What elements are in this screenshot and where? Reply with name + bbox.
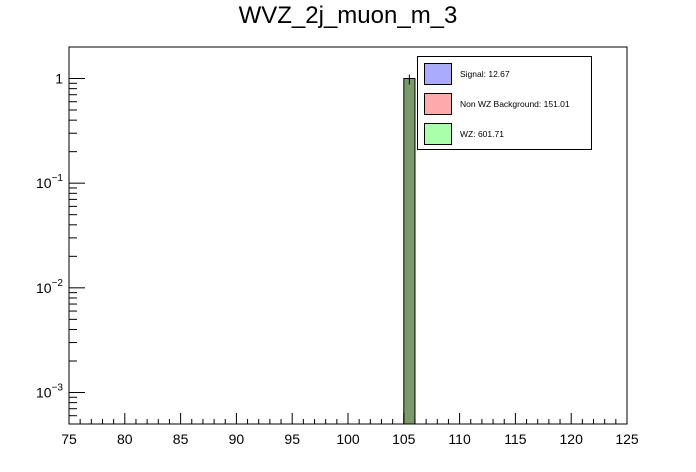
- y-tick-label: 10−2: [36, 278, 63, 296]
- x-tick-label: 120: [560, 431, 584, 447]
- legend-label-signal: Signal: 12.67: [460, 69, 510, 79]
- x-tick-label: 105: [392, 431, 416, 447]
- legend-item-non-wz-background: Non WZ Background: 151.01: [424, 93, 570, 115]
- legend-swatch-non-wz-background: [424, 93, 452, 115]
- x-tick-label: 75: [61, 431, 77, 447]
- chart-title: WVZ_2j_muon_m_3: [238, 2, 458, 29]
- x-tick-label: 125: [615, 431, 639, 447]
- legend-label-wz: WZ: 601.71: [460, 129, 504, 139]
- legend-item-signal: Signal: 12.67: [424, 63, 510, 85]
- legend: Signal: 12.67 Non WZ Background: 151.01 …: [417, 56, 592, 150]
- y-tick-label: 10−1: [36, 173, 63, 191]
- x-tick-label: 100: [336, 431, 360, 447]
- bar-105: [403, 78, 416, 425]
- x-tick-label: 115: [504, 431, 527, 447]
- y-tick-label: 1: [55, 71, 63, 87]
- legend-swatch-wz: [424, 123, 452, 145]
- legend-swatch-signal: [424, 63, 452, 85]
- x-tick-label: 85: [173, 431, 189, 447]
- x-tick-label: 80: [117, 431, 133, 447]
- legend-item-wz: WZ: 601.71: [424, 123, 504, 145]
- y-tick-label: 10−3: [36, 382, 63, 400]
- x-tick-label: 110: [448, 431, 471, 447]
- x-tick-label: 95: [284, 431, 300, 447]
- x-tick-label: 90: [229, 431, 245, 447]
- legend-label-non-wz-background: Non WZ Background: 151.01: [460, 99, 570, 109]
